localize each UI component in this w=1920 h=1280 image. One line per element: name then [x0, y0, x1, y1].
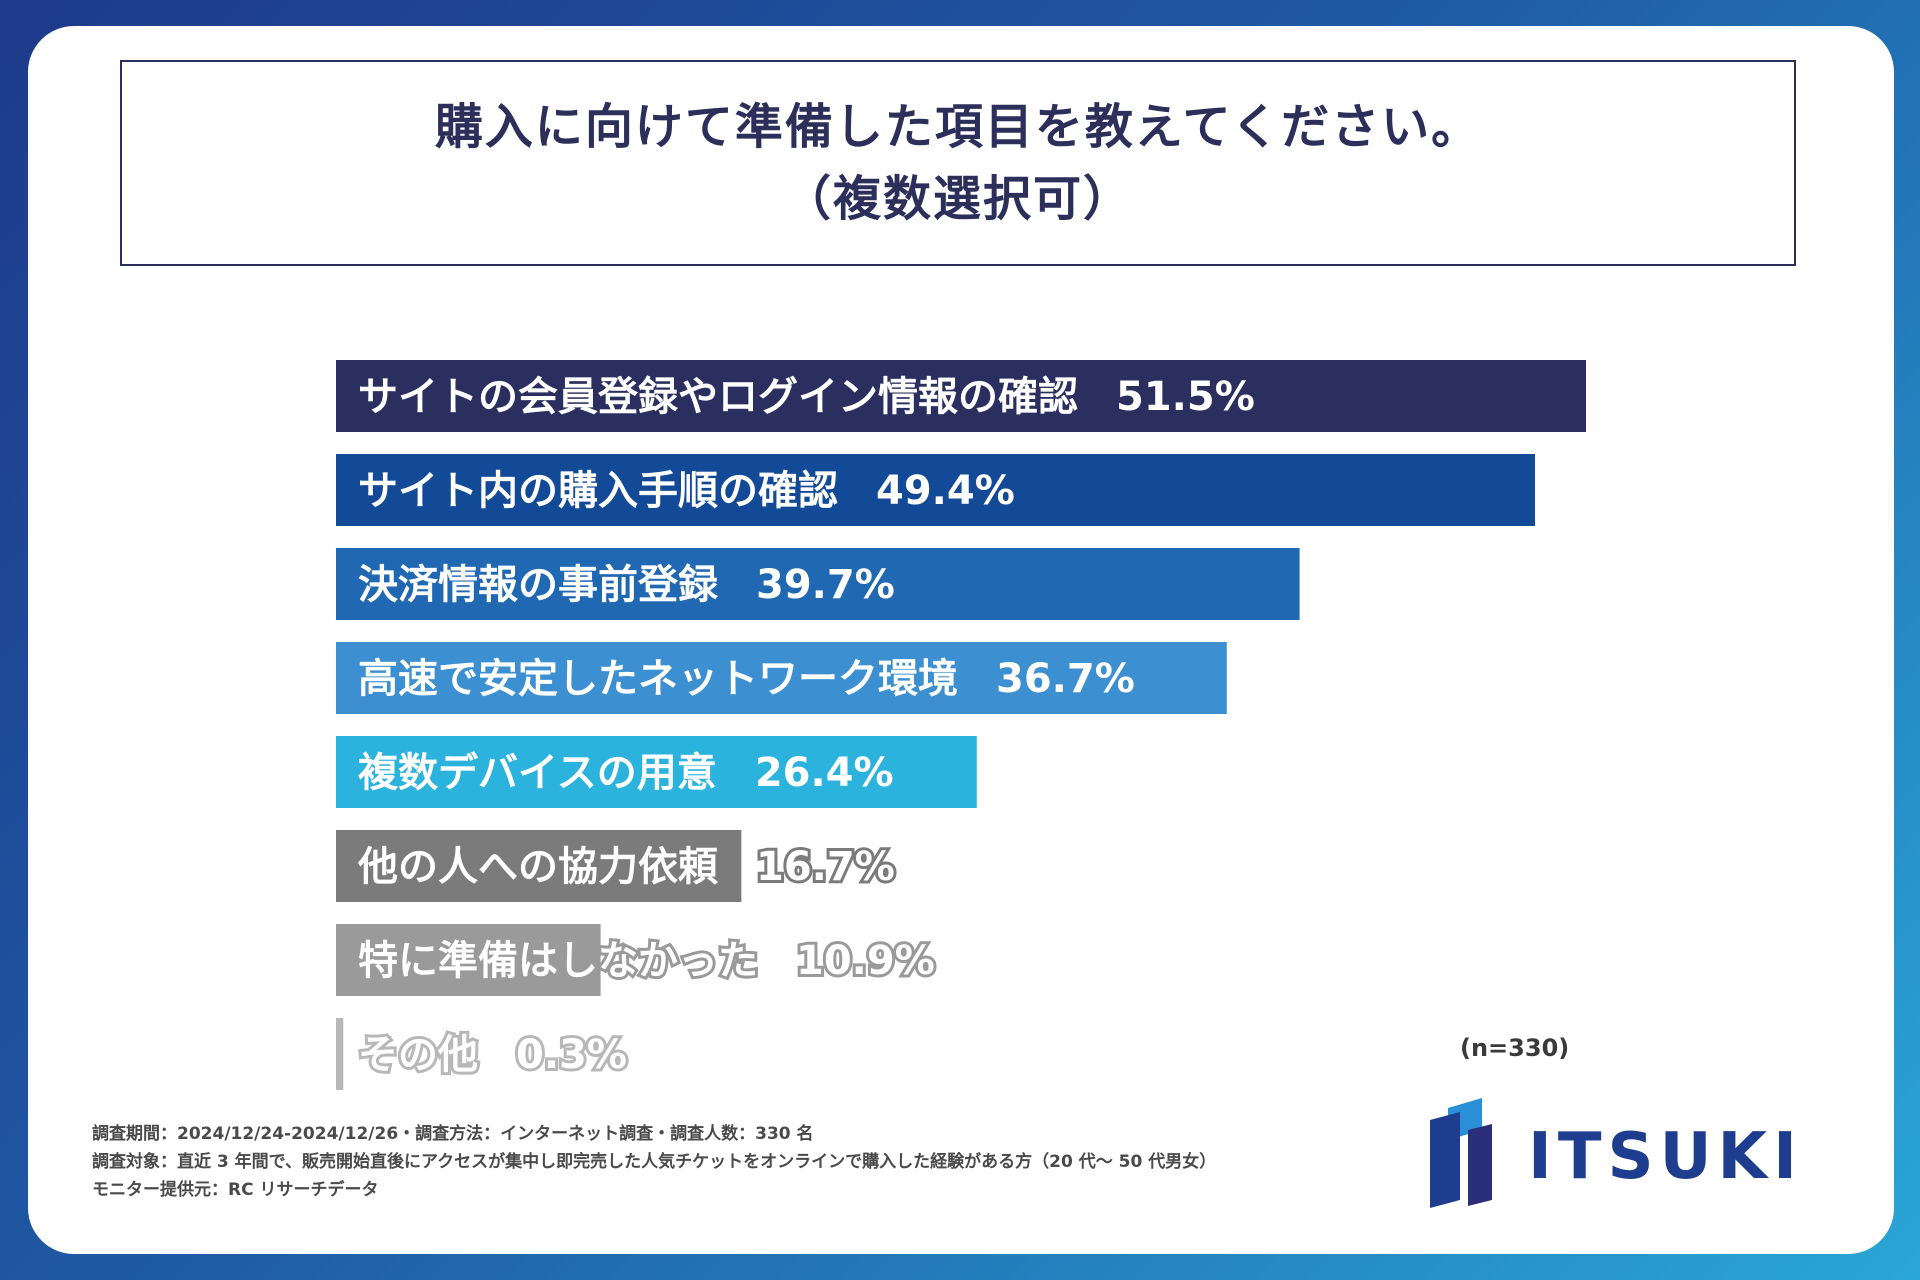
logo-text: ITSUKI [1528, 1120, 1803, 1194]
survey-note-period: 調査期間：2024/12/24-2024/12/26・調査方法：インターネット調… [92, 1124, 814, 1144]
bar-5 [336, 736, 977, 808]
bar-value-label: 39.7% [756, 562, 895, 608]
sample-size-label: (n=330) [1460, 1034, 1570, 1062]
bar-7 [336, 924, 601, 996]
bar-3 [336, 548, 1300, 620]
bar-category-label: サイトの会員登録やログイン情報の確認 [358, 374, 1078, 420]
bar-value-label: 26.4% [755, 750, 894, 796]
bar-value-label: 49.4% [876, 468, 1015, 514]
bar-label-8: その他 0.3% [358, 1032, 627, 1078]
bar-label-2: サイト内の購入手順の確認 49.4% [358, 468, 1015, 514]
bar-category-label: 高速で安定したネットワーク環境 [358, 656, 958, 702]
itsuki-logo: ITSUKI [1420, 1090, 1810, 1210]
bar-label-1: サイトの会員登録やログイン情報の確認 51.5% [358, 374, 1255, 420]
bar-1 [336, 360, 1586, 432]
chart-title: 購入に向けて準備した項目を教えてください。 [434, 99, 1482, 155]
bar-2 [336, 454, 1536, 526]
survey-notes: 調査期間：2024/12/24-2024/12/26・調査方法：インターネット調… [92, 1120, 1216, 1204]
survey-note-target: 調査対象：直近 3 年間で、販売開始直後にアクセスが集中し即完売した人気チケット… [92, 1152, 1217, 1172]
bar-category-label: サイト内の購入手順の確認 [358, 468, 838, 514]
logo-mark-icon [1430, 1098, 1492, 1208]
bar-value-label: 0.3% [516, 1032, 627, 1078]
bar-label-5: 複数デバイスの用意 26.4% [358, 750, 894, 796]
chart-title-box: 購入に向けて準備した項目を教えてください。 （複数選択可） [120, 60, 1796, 266]
bar-category-label: 他の人への協力依頼 [357, 844, 719, 890]
bar-4 [336, 642, 1227, 714]
bar-label-4: 高速で安定したネットワーク環境 36.7% [358, 656, 1135, 702]
bar-6 [336, 830, 742, 902]
bar-value-label: 10.9% [796, 938, 935, 984]
bar-8 [336, 1018, 344, 1090]
bar-label-3: 決済情報の事前登録 39.7% [358, 562, 895, 608]
bar-label-7: 特に準備はしなかった 10.9% [358, 938, 935, 984]
survey-note-source: モニター提供元：RC リサーチデータ [92, 1180, 379, 1200]
chart-subtitle: （複数選択可） [782, 171, 1133, 227]
bar-value-label: 36.7% [996, 656, 1135, 702]
bar-label-6: 他の人への協力依頼 16.7% [357, 844, 895, 890]
bar-value-label: 51.5% [1116, 374, 1255, 420]
bar-category-label: 決済情報の事前登録 [358, 562, 719, 608]
bar-category-label: その他 [358, 1032, 478, 1078]
bar-value-label: 16.7% [756, 844, 895, 890]
bar-category-label: 複数デバイスの用意 [358, 750, 717, 796]
bar-category-label: 特に準備はしなかった [358, 938, 758, 984]
